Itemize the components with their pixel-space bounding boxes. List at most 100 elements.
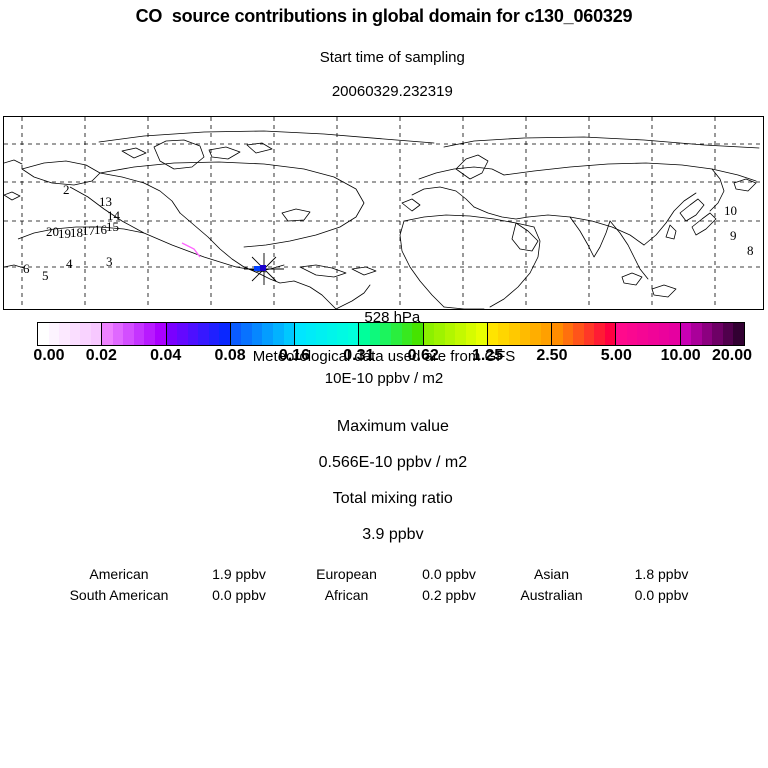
colorbar-band [648, 323, 659, 345]
colorbar-band [80, 323, 91, 345]
region-value-european: 0.0 ppbv [422, 566, 476, 582]
map-gridlines [4, 117, 763, 309]
trajectory-label-16: 16 [94, 222, 107, 237]
colorbar-segment-7[interactable] [487, 323, 553, 345]
region-name-european: European [316, 566, 377, 582]
trajectory-label-9: 9 [730, 228, 737, 243]
colorbar-tick-0.00: 0.00 [33, 347, 65, 364]
colorbar-segment-2[interactable] [166, 323, 231, 345]
colorbar-band [102, 323, 113, 345]
region-value-african: 0.2 ppbv [422, 587, 476, 603]
colorbar-band [337, 323, 348, 345]
colorbar-segment-3[interactable] [230, 323, 296, 345]
colorbar-band [476, 323, 487, 345]
start-time-label: Start time of sampling [319, 49, 465, 66]
colorbar-band [519, 323, 531, 345]
colorbar-band [144, 323, 155, 345]
region-name-african: African [324, 587, 369, 603]
colorbar-tick-10.00: 10.00 [660, 347, 701, 364]
colorbar-band [326, 323, 338, 345]
colorbar-tick-0.04: 0.04 [150, 347, 182, 364]
colorbar-band [412, 323, 423, 345]
colorbar-band [198, 323, 209, 345]
colorbar-band [155, 323, 166, 345]
colorbar-band [283, 323, 295, 345]
colorbar-segment-4[interactable] [295, 323, 360, 345]
start-time-value: 20060329.232319 [331, 83, 453, 100]
region-name-south-american: South American [69, 587, 169, 603]
colorbar-band [359, 323, 370, 345]
trajectory-label-3: 3 [106, 254, 113, 269]
colorbar-band [166, 323, 178, 345]
trajectory-label-5: 5 [42, 268, 49, 283]
world-map-svg [4, 117, 763, 309]
colorbar-tick-0.16: 0.16 [278, 347, 311, 364]
colorbar-band [669, 323, 680, 345]
colorbar-tick-0.31: 0.31 [343, 347, 375, 364]
colorbar-segment-1[interactable] [102, 323, 167, 345]
world-map-panel[interactable]: 2 13 14 15 20 19 18 17 16 6 5 4 3 10 9 8 [3, 116, 764, 310]
colorbar-band [604, 323, 616, 345]
trajectory-label-15: 15 [106, 219, 119, 234]
colorbar-band [38, 323, 49, 345]
colorbar[interactable] [37, 322, 745, 346]
colorbar-tick-20.00: 20.00 [711, 347, 753, 364]
trajectory-label-13: 13 [99, 194, 112, 209]
maximum-value-label: Maximum value [336, 418, 449, 435]
colorbar-tick-5.00: 5.00 [600, 347, 632, 364]
colorbar-band [680, 323, 692, 345]
colorbar-segment-0[interactable] [38, 323, 103, 345]
colorbar-band [552, 323, 563, 345]
colorbar-band [48, 323, 60, 345]
colorbar-band [722, 323, 734, 345]
trajectory-label-4: 4 [66, 256, 73, 271]
colorbar-band [177, 323, 188, 345]
trajectory-label-17: 17 [82, 223, 95, 238]
colorbar-unit-label: 10E-10 ppbv / m2 [324, 370, 444, 387]
colorbar-segment-5[interactable] [359, 323, 424, 345]
colorbar-segment-10[interactable] [680, 323, 744, 345]
colorbar-band [712, 323, 723, 345]
colorbar-band [187, 323, 199, 345]
total-mixing-ratio-label: Total mixing ratio [332, 490, 453, 507]
colorbar-band [133, 323, 145, 345]
colorbar-band [444, 323, 456, 345]
colorbar-segment-8[interactable] [552, 323, 617, 345]
trajectory-path [17, 186, 267, 273]
colorbar-band [90, 323, 102, 345]
colorbar-band [272, 323, 284, 345]
colorbar-tick-0.62: 0.62 [407, 347, 439, 364]
colorbar-band [487, 323, 499, 345]
region-name-american: American [89, 566, 149, 582]
colorbar-strip[interactable] [37, 322, 745, 346]
trajectory-label-18: 18 [70, 225, 83, 240]
trajectory-label-14: 14 [107, 208, 120, 223]
total-mixing-ratio-value: 3.9 ppbv [362, 526, 424, 543]
colorbar-band [540, 323, 552, 345]
colorbar-band [369, 323, 381, 345]
region-name-australian: Australian [520, 587, 583, 603]
colorbar-band [69, 323, 81, 345]
colorbar-band [626, 323, 638, 345]
statistics-block: Maximum value 0.566E-10 ppbv / m2 Total … [0, 400, 768, 603]
colorbar-segment-9[interactable] [616, 323, 681, 345]
colorbar-band [637, 323, 649, 345]
colorbar-band [208, 323, 220, 345]
trajectory-label-2: 2 [63, 182, 70, 197]
colorbar-band [251, 323, 263, 345]
release-point-pixel [254, 266, 262, 271]
trajectory-label-10: 10 [724, 203, 737, 218]
colorbar-band [573, 323, 584, 345]
colorbar-band [347, 323, 359, 345]
colorbar-band [658, 323, 670, 345]
colorbar-tick-0.08: 0.08 [214, 347, 246, 364]
colorbar-band [380, 323, 391, 345]
colorbar-segment-6[interactable] [423, 323, 488, 345]
colorbar-band [219, 323, 230, 345]
upper-release-value: 528 hPa [364, 309, 421, 326]
colorbar-band [701, 323, 713, 345]
colorbar-band [455, 323, 466, 345]
colorbar-band [316, 323, 327, 345]
colorbar-band [498, 323, 509, 345]
colorbar-tick-0.02: 0.02 [85, 347, 117, 364]
